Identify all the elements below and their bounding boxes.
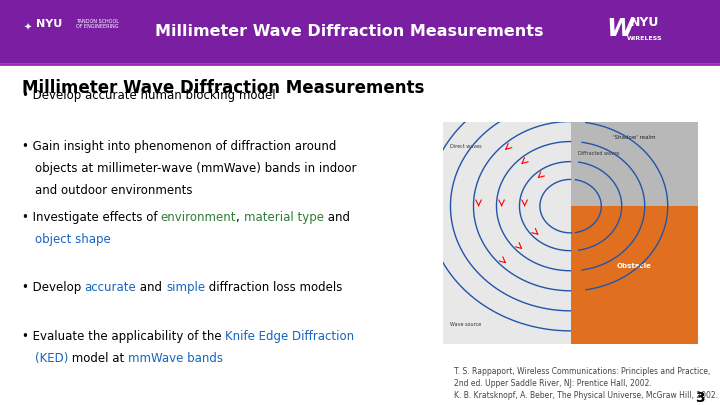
Text: model at: model at	[68, 352, 128, 365]
Text: 2nd ed. Upper Saddle River, NJ: Prentice Hall, 2002.: 2nd ed. Upper Saddle River, NJ: Prentice…	[454, 379, 652, 388]
Text: Obstacle: Obstacle	[617, 263, 652, 269]
Text: TANDON SCHOOL
OF ENGINEERING: TANDON SCHOOL OF ENGINEERING	[76, 19, 119, 30]
Text: NYU: NYU	[630, 16, 659, 29]
Text: ✦: ✦	[23, 22, 32, 32]
Text: Direct waves: Direct waves	[451, 144, 482, 149]
Text: (KED): (KED)	[35, 352, 68, 365]
Text: environment: environment	[161, 211, 236, 224]
Bar	[0, 0, 720, 63]
Text: • Develop: • Develop	[22, 281, 85, 294]
Text: material type: material type	[244, 211, 324, 224]
Text: K. B. Kratsknopf, A. Beber, The Physical Universe, McGraw Hill, 2002.: K. B. Kratsknopf, A. Beber, The Physical…	[454, 391, 718, 400]
Text: Diffracted waves: Diffracted waves	[578, 151, 620, 156]
Text: Knife Edge Diffraction: Knife Edge Diffraction	[225, 330, 354, 343]
Text: mmWave bands: mmWave bands	[128, 352, 223, 365]
Text: Wave source: Wave source	[451, 322, 482, 327]
Text: W: W	[607, 17, 634, 41]
Text: • Investigate effects of: • Investigate effects of	[22, 211, 161, 224]
Text: and: and	[136, 281, 166, 294]
Bar	[443, 122, 571, 344]
Bar	[571, 122, 698, 206]
Text: Millimeter Wave Diffraction Measurements: Millimeter Wave Diffraction Measurements	[22, 79, 424, 97]
Text: and: and	[324, 211, 350, 224]
Text: • Gain insight into phenomenon of diffraction around: • Gain insight into phenomenon of diffra…	[22, 140, 336, 153]
Text: accurate: accurate	[85, 281, 136, 294]
Text: NYU: NYU	[36, 19, 62, 29]
Text: 'Shadow' realm: 'Shadow' realm	[613, 135, 656, 140]
Text: ,: ,	[236, 211, 244, 224]
Text: 3: 3	[695, 391, 704, 405]
Text: diffraction loss models: diffraction loss models	[205, 281, 343, 294]
Text: • Develop accurate human blocking model: • Develop accurate human blocking model	[22, 89, 275, 102]
Bar	[571, 206, 698, 344]
Text: object shape: object shape	[35, 233, 110, 246]
Text: objects at millimeter-wave (mmWave) bands in indoor: objects at millimeter-wave (mmWave) band…	[35, 162, 356, 175]
Text: Millimeter Wave Diffraction Measurements: Millimeter Wave Diffraction Measurements	[155, 24, 544, 39]
Text: simple: simple	[166, 281, 205, 294]
Text: T. S. Rappaport, Wireless Communications: Principles and Practice,: T. S. Rappaport, Wireless Communications…	[454, 367, 710, 375]
Text: WIRELESS: WIRELESS	[626, 36, 662, 41]
Text: • Evaluate the applicability of the: • Evaluate the applicability of the	[22, 330, 225, 343]
Text: and outdoor environments: and outdoor environments	[35, 184, 192, 197]
